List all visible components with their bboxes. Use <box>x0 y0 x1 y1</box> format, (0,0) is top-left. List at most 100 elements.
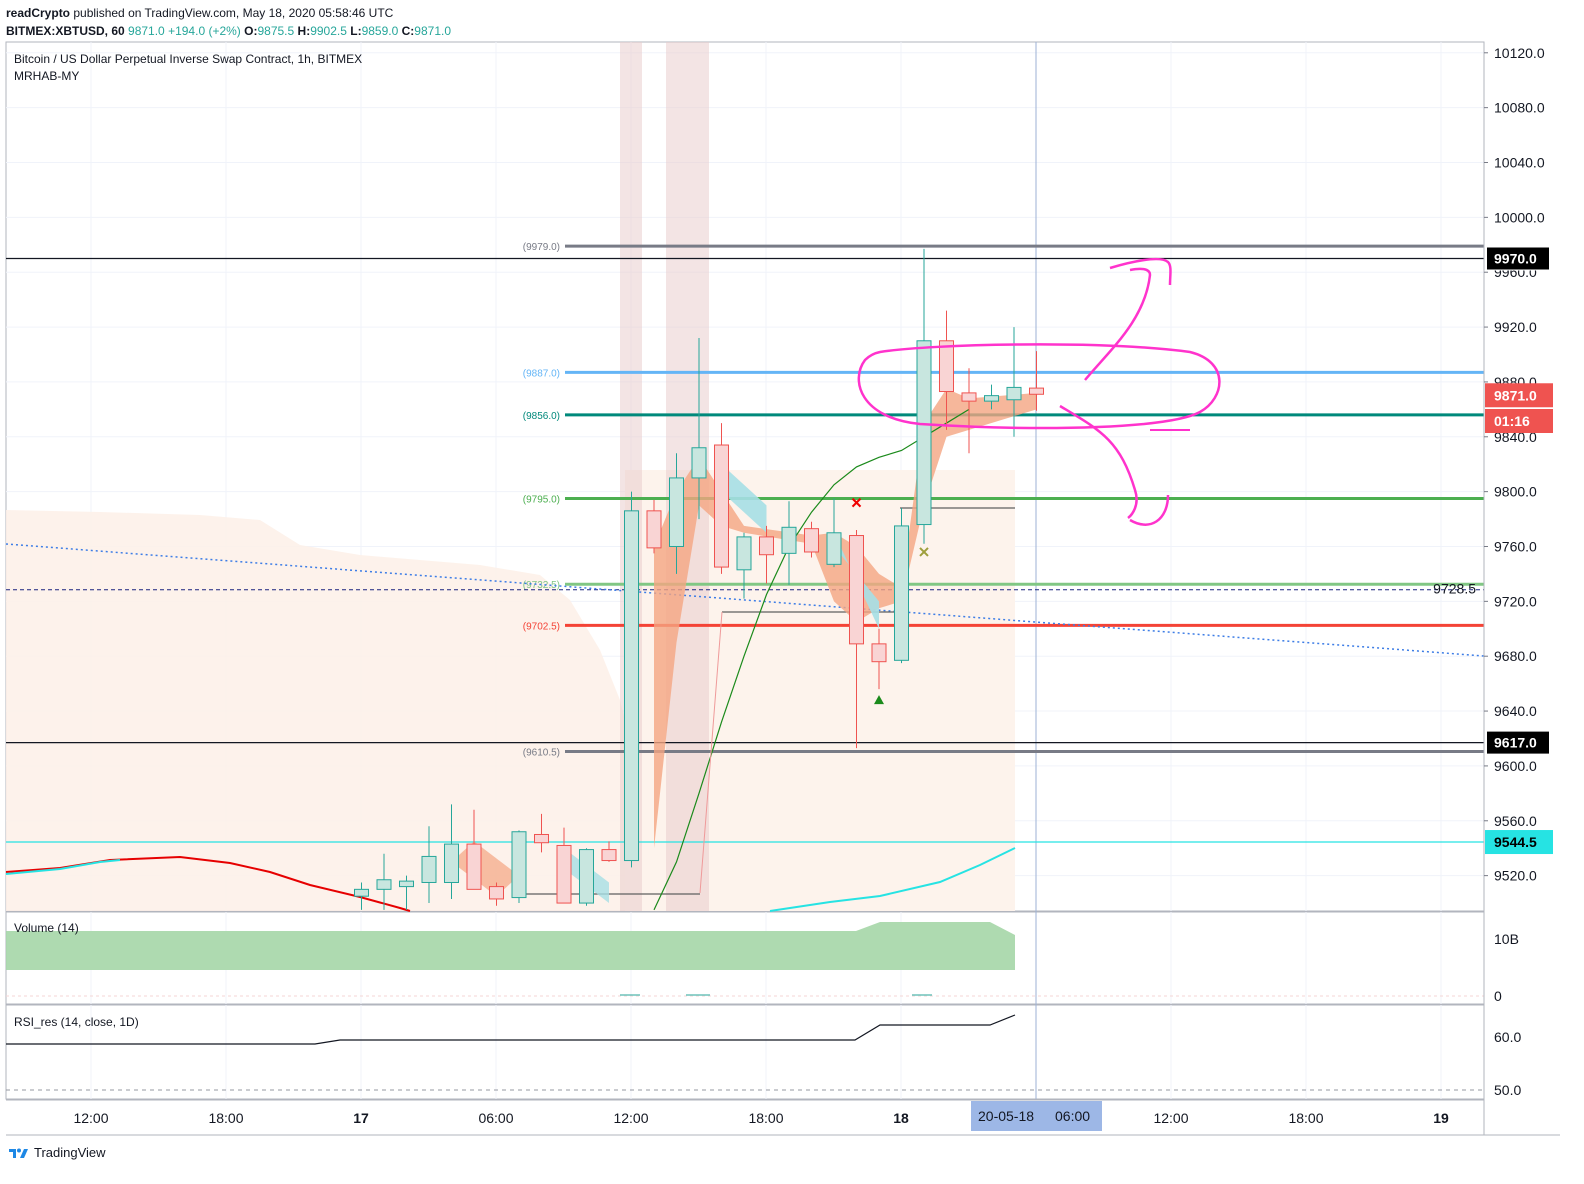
candle-body <box>466 843 482 890</box>
price-badges: 9970.0 9871.0 01:16 9617.0 9544.5 <box>1485 246 1553 855</box>
cross-marker <box>919 547 929 557</box>
candle <box>871 628 887 690</box>
candle-body <box>871 643 887 663</box>
rsi-tick-label: 60.0 <box>1494 1029 1521 1045</box>
candle <box>984 384 999 410</box>
candle <box>669 453 684 574</box>
price-tick-label: 9520.0 <box>1494 868 1537 884</box>
price-tick-label: 10080.0 <box>1494 100 1545 116</box>
ohlc-line: BITMEX:XBTUSD, 60 9871.0 +194.0 (+2%) O:… <box>6 22 451 40</box>
price-tick-label: 9560.0 <box>1494 813 1537 829</box>
low-value: 9859.0 <box>361 24 399 38</box>
tradingview-brand: TradingView <box>34 1145 106 1160</box>
indicator-ribbon-cyan <box>834 532 879 629</box>
volume-pane <box>6 922 1484 997</box>
level-label: (9979.0) <box>523 242 560 253</box>
rsi-pane <box>6 1014 1484 1091</box>
price-tick-label: 10120.0 <box>1494 45 1545 61</box>
chart-legend-title: Bitcoin / US Dollar Perpetual Inverse Sw… <box>14 52 363 66</box>
candle <box>961 368 977 454</box>
candle <box>826 498 842 568</box>
volume-pane-title: Volume (14) <box>14 921 79 935</box>
candle <box>421 826 437 904</box>
candle-body <box>624 510 639 862</box>
time-tick-label: 18:00 <box>748 1110 783 1126</box>
cursor-time-box <box>971 1101 1102 1131</box>
cross-marker-stroke <box>919 547 929 557</box>
candles[interactable] <box>354 248 1044 910</box>
last-price: 9871.0 <box>128 24 165 38</box>
candle <box>736 532 752 599</box>
volume-area <box>6 922 1015 970</box>
triangle-up-marker <box>874 695 884 705</box>
candle <box>534 813 549 853</box>
close-label: C: <box>401 24 415 38</box>
price-badge-bg <box>1485 830 1553 855</box>
candle-body <box>894 525 909 661</box>
level-label: (9610.5) <box>523 748 560 759</box>
cursor-time-label: 06:00 <box>1055 1108 1090 1124</box>
chart-header: readCrypto published on TradingView.com,… <box>6 4 451 40</box>
price-tick-label: 9760.0 <box>1494 538 1537 554</box>
publish-info: published on TradingView.com, May 18, 20… <box>73 6 394 20</box>
cross-marker-stroke <box>851 497 862 508</box>
volume-bar <box>620 994 640 996</box>
level-label: (9795.0) <box>523 494 560 505</box>
high-label: H: <box>297 24 311 38</box>
candle <box>804 521 819 558</box>
time-tick-label: 12:00 <box>73 1110 108 1126</box>
time-tick-label: 12:00 <box>1153 1110 1188 1126</box>
volume-bar <box>912 994 932 996</box>
cursor-date-label: 20-05-18 <box>978 1108 1034 1124</box>
price-tick-label: 9920.0 <box>1494 319 1537 335</box>
price-tick-label: 9600.0 <box>1494 758 1537 774</box>
candle <box>916 248 932 544</box>
axes[interactable]: 10120.010080.010040.010000.09960.09920.0… <box>6 42 1560 1136</box>
candle-body <box>849 535 864 645</box>
magenta-arrow-down <box>1059 404 1170 526</box>
low-label: L: <box>350 24 362 38</box>
cyan-ma-line <box>5 859 121 875</box>
time-tick-label: 18:00 <box>208 1110 243 1126</box>
close-value: 9871.0 <box>414 24 451 38</box>
magenta-arrow-up <box>1084 257 1172 381</box>
candle-body <box>804 528 819 553</box>
time-tick-label: 18 <box>893 1110 909 1126</box>
price-badge-label: 9970.0 <box>1494 251 1537 267</box>
price-tick-label: 9680.0 <box>1494 648 1537 664</box>
author-name[interactable]: readCrypto <box>6 6 71 20</box>
candle-body <box>579 849 594 904</box>
candle <box>579 848 594 906</box>
price-badge-label: 01:16 <box>1494 413 1530 429</box>
hand-drawn-annotation <box>857 257 1221 526</box>
tradingview-logo[interactable]: TradingView <box>8 1145 106 1160</box>
candle-body <box>511 831 527 899</box>
candle <box>601 841 617 862</box>
candle-body <box>916 340 932 526</box>
candle-body <box>826 532 842 565</box>
volume-tick-label: 10B <box>1494 931 1519 947</box>
candle-body <box>669 477 684 547</box>
candle <box>646 499 662 554</box>
price-change: +194.0 (+2%) <box>168 24 241 38</box>
open-value: 9875.5 <box>257 24 295 38</box>
volume-bar <box>686 994 710 996</box>
level-label: (9856.0) <box>523 411 560 422</box>
candle <box>759 525 774 584</box>
price-badge-bg <box>1487 247 1549 270</box>
candle-body <box>399 880 414 888</box>
price-badge-bg <box>1485 383 1553 408</box>
price-badge-bg <box>1485 409 1553 433</box>
candle <box>781 501 797 585</box>
candle-body <box>489 886 504 900</box>
candle <box>354 882 369 910</box>
price-tick-label: 10040.0 <box>1494 155 1545 171</box>
candle <box>444 804 459 899</box>
candle <box>714 423 729 574</box>
candle <box>511 830 527 904</box>
open-label: O: <box>244 24 258 38</box>
candle-body <box>939 340 954 393</box>
candle-body <box>421 855 437 883</box>
volume-tick-label: 0 <box>1494 988 1502 1004</box>
